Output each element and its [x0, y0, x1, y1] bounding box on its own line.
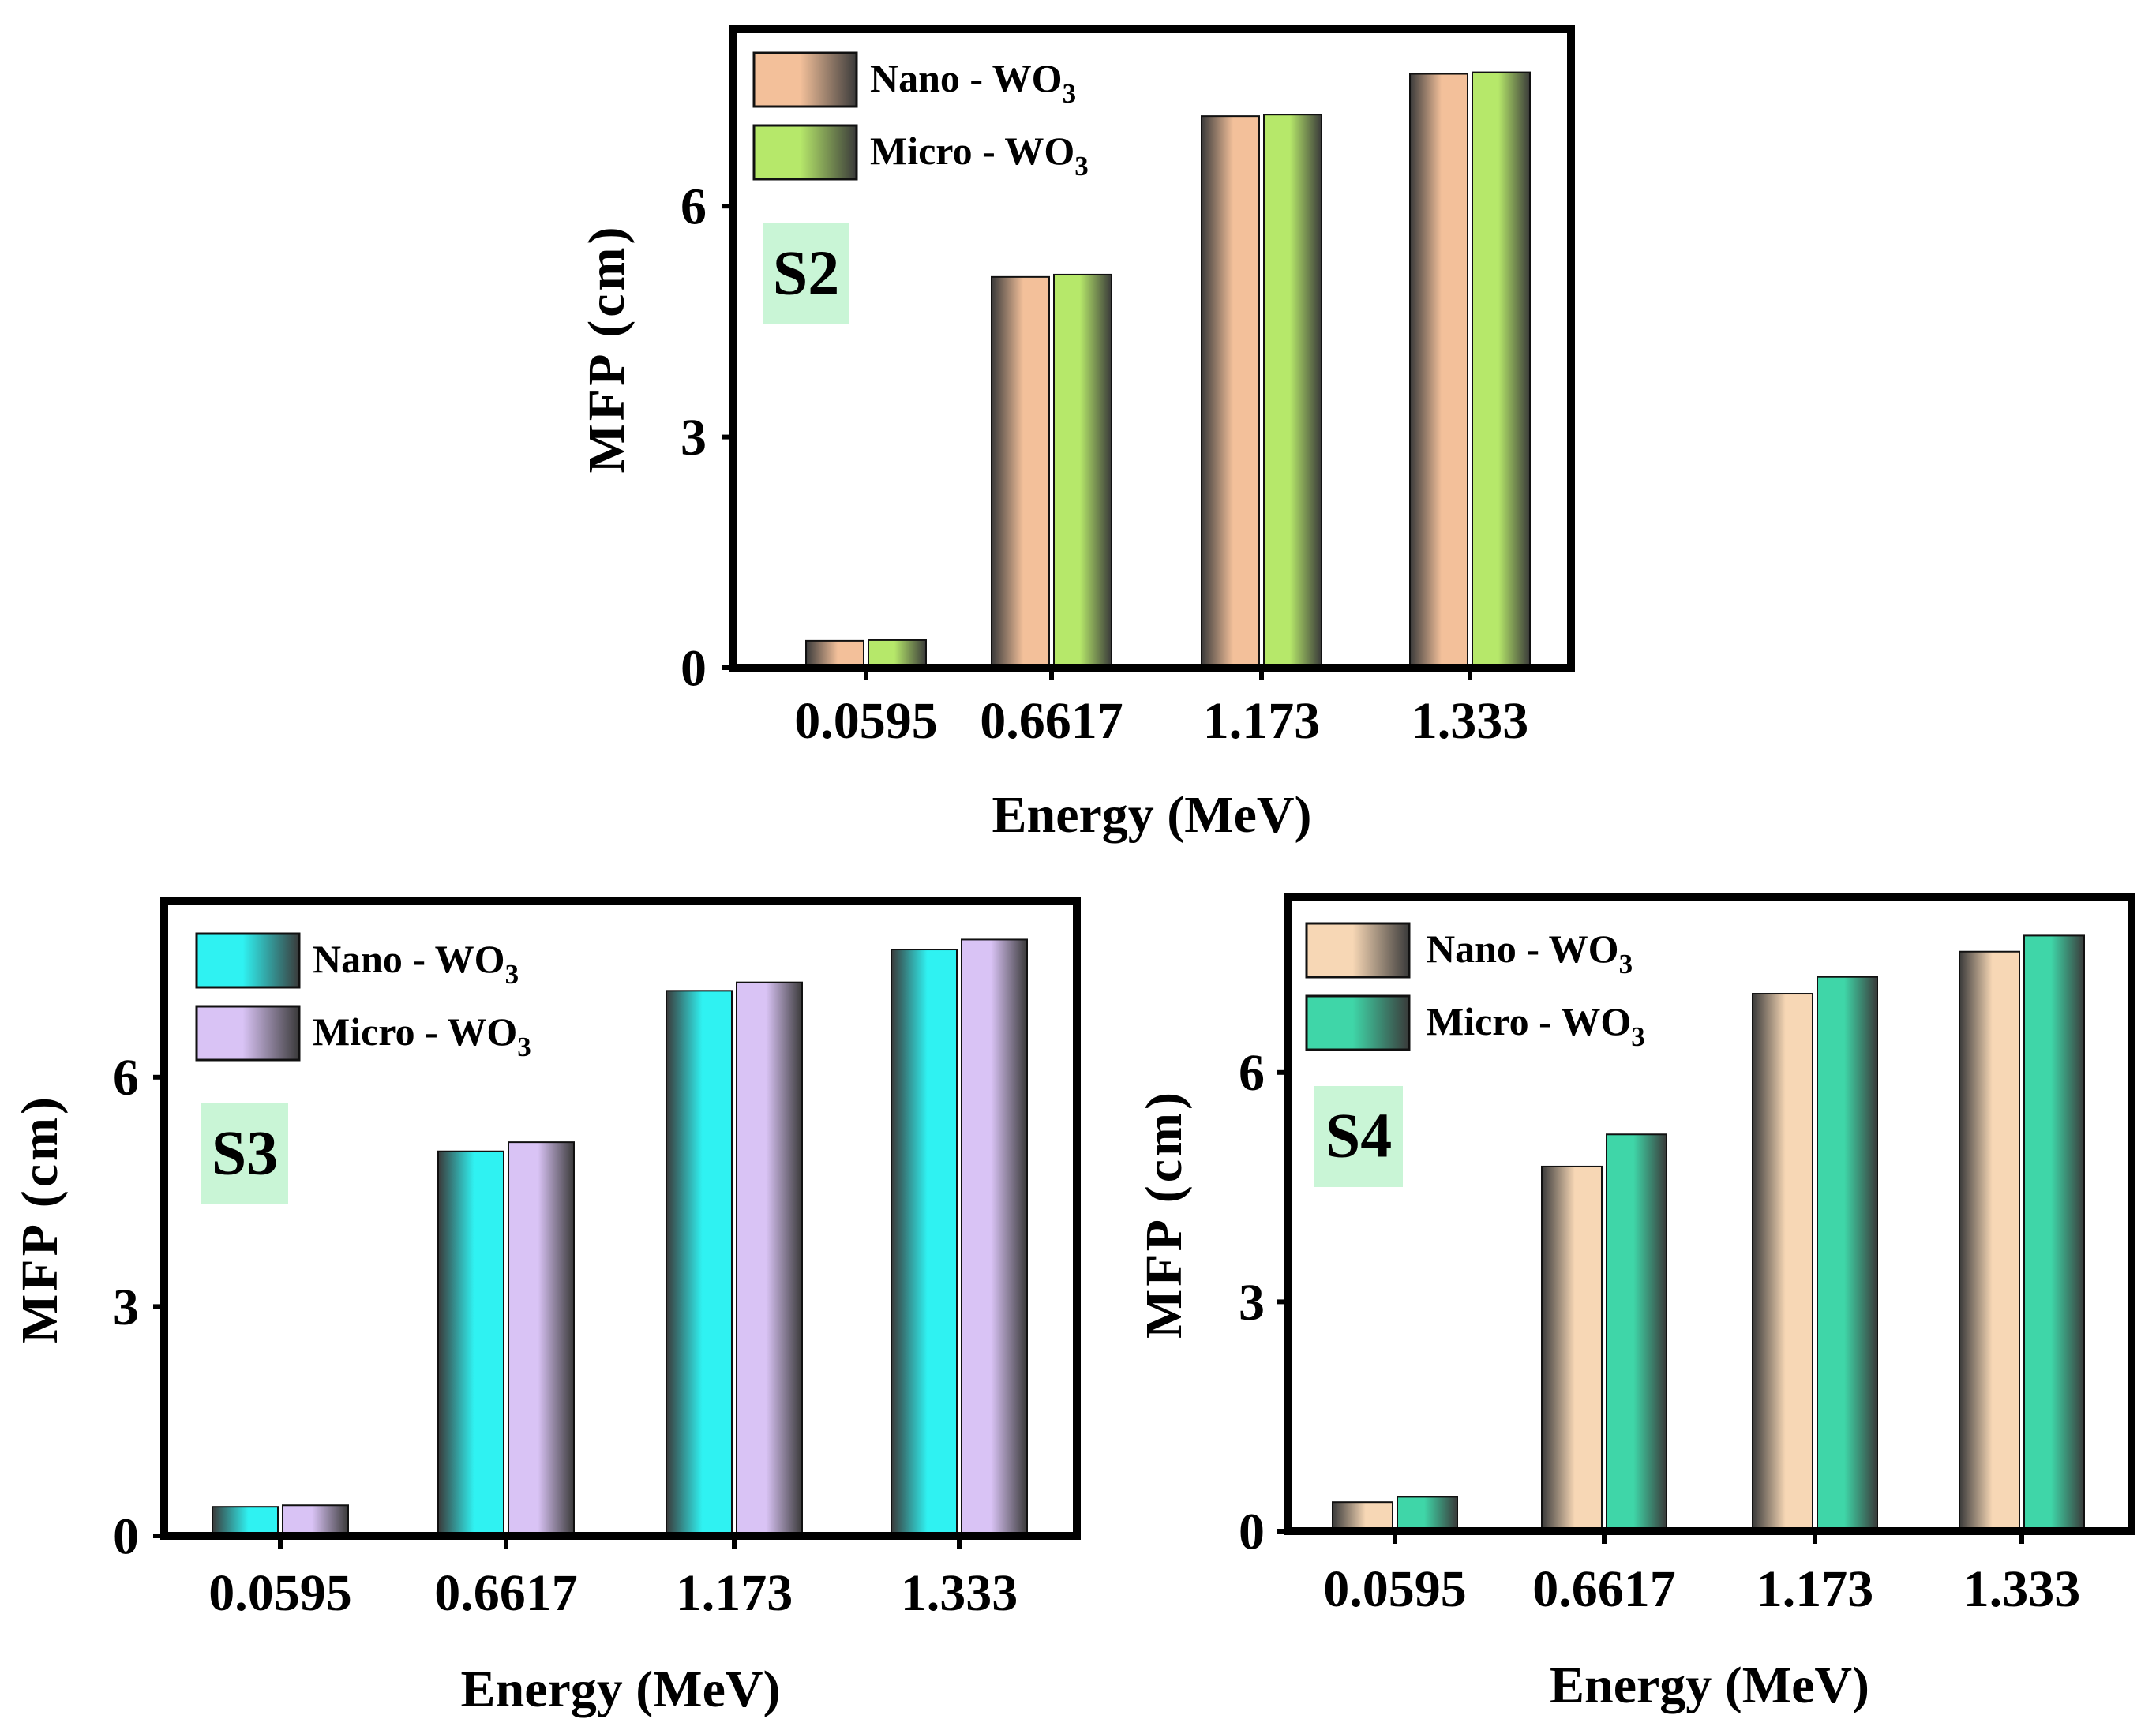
- y-tick-label: 0: [113, 1507, 139, 1565]
- legend-swatch-micro: [752, 124, 858, 181]
- y-axis-title: MFP (cm): [1135, 1089, 1193, 1339]
- y-tick-label: 3: [681, 409, 707, 466]
- bar-nano-1.173: [1752, 993, 1813, 1533]
- x-tick-label: 0.0595: [1323, 1560, 1467, 1618]
- legend-text: Micro - WO: [1427, 999, 1631, 1043]
- panel-label-bg: [763, 223, 849, 324]
- bar-micro-0.0595: [868, 639, 927, 669]
- legend-subscript: 3: [505, 959, 519, 990]
- bar-nano-1.333: [1959, 950, 2020, 1533]
- legend-label-micro: Micro - WO3: [870, 129, 1089, 182]
- bar-micro-0.6617: [508, 1141, 575, 1537]
- bar-micro-0.6617: [1053, 273, 1112, 669]
- x-tick-label: 1.333: [1963, 1560, 2081, 1618]
- y-tick-label: 0: [1239, 1503, 1265, 1560]
- x-tick-label: 1.173: [1757, 1560, 1874, 1618]
- x-axis-title: Energy (MeV): [992, 786, 1311, 844]
- x-tick-label: 0.6617: [980, 692, 1123, 750]
- legend-subscript: 3: [1063, 78, 1077, 109]
- legend-subscript: 3: [1619, 949, 1633, 979]
- x-tick-label: 0.6617: [434, 1564, 578, 1622]
- bar-nano-0.6617: [1541, 1165, 1603, 1532]
- x-tick-label: 1.333: [1412, 692, 1529, 750]
- legend-label-nano: Nano - WO3: [313, 937, 519, 990]
- chart-s3: 0 3 6 0.0595 0.6617 1.173 1.333 Energy (MeV) MFP…: [11, 897, 1081, 1718]
- plot-frame: [729, 25, 1575, 672]
- legend-swatch-micro: [195, 1005, 301, 1062]
- y-tick-label: 3: [1239, 1274, 1265, 1331]
- chart-s2: 0 3 6 0.0595 0.6617 1.173 1.333 Energy (MeV) MFP…: [578, 25, 1575, 844]
- bar-micro-1.173: [1263, 114, 1322, 669]
- bar-micro-1.333: [1472, 71, 1531, 669]
- bar-micro-0.6617: [1606, 1133, 1667, 1532]
- panel-label: S2: [773, 239, 840, 309]
- plot-frame: [1284, 893, 2135, 1535]
- chart-s4: 0 3 6 0.0595 0.6617 1.173 1.333 Energy (MeV) MFP…: [1135, 893, 2135, 1714]
- y-tick-label: 6: [681, 178, 707, 236]
- legend-text: Nano - WO: [1427, 927, 1619, 971]
- legend-subscript: 3: [1631, 1021, 1645, 1052]
- bar-nano-1.333: [1409, 73, 1468, 669]
- bar-micro-1.173: [1817, 976, 1878, 1532]
- y-tick-label: 0: [681, 639, 707, 697]
- bar-nano-0.0595: [1332, 1501, 1393, 1532]
- panel-label: S3: [212, 1119, 279, 1189]
- legend-label-micro: Micro - WO3: [1427, 999, 1645, 1052]
- panel-label: S4: [1325, 1102, 1393, 1171]
- x-tick-label: 0.0595: [794, 692, 938, 750]
- x-axis-title: Energy (MeV): [1550, 1657, 1869, 1714]
- y-tick-label: 6: [113, 1049, 139, 1107]
- bar-micro-0.0595: [282, 1504, 349, 1537]
- panel-label-bg: [1314, 1086, 1403, 1187]
- bar-nano-0.0595: [212, 1506, 279, 1537]
- legend-subscript: 3: [517, 1032, 531, 1062]
- legend-swatch-micro: [1305, 994, 1411, 1051]
- bar-nano-1.173: [1201, 115, 1260, 669]
- x-tick-label: 1.333: [901, 1564, 1018, 1622]
- y-axis-title: MFP (cm): [11, 1094, 69, 1343]
- bar-nano-0.6617: [991, 275, 1050, 669]
- legend-swatch-nano: [1305, 922, 1411, 979]
- legend-swatch-nano: [752, 51, 858, 108]
- y-axis-title: MFP (cm): [578, 223, 636, 473]
- legend-label-micro: Micro - WO3: [313, 1009, 531, 1062]
- bar-nano-1.333: [891, 949, 958, 1537]
- x-tick-label: 1.173: [1203, 692, 1321, 750]
- x-tick-label: 0.6617: [1532, 1560, 1676, 1618]
- x-tick-label: 0.0595: [208, 1564, 352, 1622]
- legend-text: Micro - WO: [870, 129, 1074, 173]
- bar-micro-1.333: [2023, 934, 2085, 1533]
- legend-label-nano: Nano - WO3: [1427, 927, 1633, 979]
- legend-label-nano: Nano - WO3: [870, 56, 1076, 109]
- bar-nano-1.173: [666, 990, 733, 1537]
- y-tick-label: 3: [113, 1279, 139, 1336]
- bar-nano-0.6617: [437, 1150, 504, 1537]
- legend-text: Micro - WO: [313, 1009, 517, 1054]
- plot-frame: [160, 897, 1081, 1540]
- legend-swatch-nano: [195, 932, 301, 989]
- panel-label-bg: [201, 1103, 288, 1204]
- bar-micro-1.333: [961, 938, 1028, 1537]
- bar-nano-0.0595: [805, 639, 864, 669]
- legend-subscript: 3: [1074, 151, 1089, 182]
- y-tick-label: 6: [1239, 1044, 1265, 1102]
- legend-text: Nano - WO: [313, 937, 505, 981]
- legend-text: Nano - WO: [870, 56, 1063, 100]
- bar-micro-0.0595: [1397, 1496, 1458, 1533]
- x-axis-title: Energy (MeV): [460, 1661, 780, 1718]
- bar-micro-1.173: [736, 981, 803, 1537]
- x-tick-label: 1.173: [676, 1564, 793, 1622]
